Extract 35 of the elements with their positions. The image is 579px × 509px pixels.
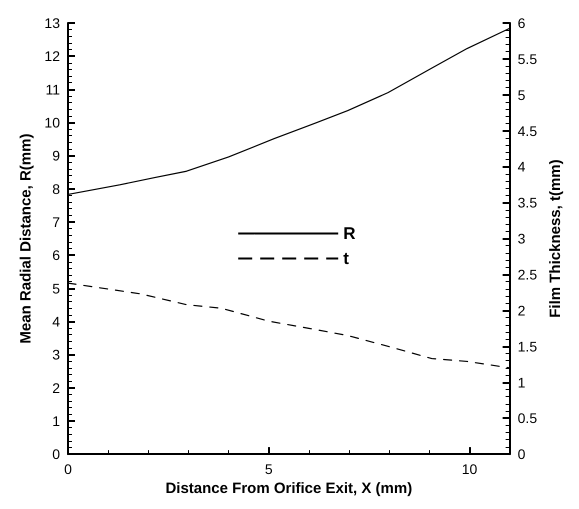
y-tick-label: 8 [52, 180, 60, 197]
y-tick-label: 1 [52, 412, 60, 429]
y2-tick-label: 2.5 [518, 266, 538, 282]
legend-label: t [343, 248, 350, 268]
y-tick-label: 2 [52, 380, 60, 396]
y2-tick-label: 4 [518, 158, 526, 175]
y2-axis-title: Film Thickness, t(mm) [547, 159, 564, 318]
y-tick-label: 0 [52, 446, 60, 462]
x-tick-label: 5 [264, 461, 273, 478]
y2-tick-label: 6 [518, 15, 526, 31]
y-tick-label: 5 [52, 280, 60, 296]
y-tick-label: 11 [45, 81, 60, 98]
y-tick-label: 7 [52, 214, 60, 230]
y2-tick-label: 0.5 [518, 410, 538, 426]
y2-tick-label: 4.5 [518, 122, 538, 139]
y-tick-label: 13 [44, 15, 60, 31]
y2-tick-label: 2 [518, 302, 526, 318]
x-axis-title: Distance From Orifice Exit, X (mm) [165, 480, 412, 497]
x-tick-label: 0 [64, 461, 72, 478]
y-tick-label: 10 [44, 114, 60, 130]
y2-tick-label: 3 [518, 230, 526, 247]
legend-label: R [343, 224, 356, 243]
y-tick-label: 9 [52, 148, 60, 164]
y2-tick-label: 1 [518, 374, 526, 390]
y2-tick-label: 3.5 [518, 194, 538, 211]
y2-tick-label: 5.5 [518, 50, 538, 67]
y-tick-label: 12 [44, 48, 60, 64]
y2-tick-label: 1.5 [518, 338, 538, 354]
x-tick-label: 10 [462, 461, 478, 478]
y-tick-label: 3 [52, 346, 60, 363]
y-axis-title: Mean Radial Distance, R(mm) [18, 134, 35, 344]
y-tick-label: 6 [52, 247, 60, 264]
y-tick-label: 4 [52, 313, 60, 330]
y2-tick-label: 5 [518, 86, 526, 103]
y2-tick-label: 0 [518, 446, 526, 462]
